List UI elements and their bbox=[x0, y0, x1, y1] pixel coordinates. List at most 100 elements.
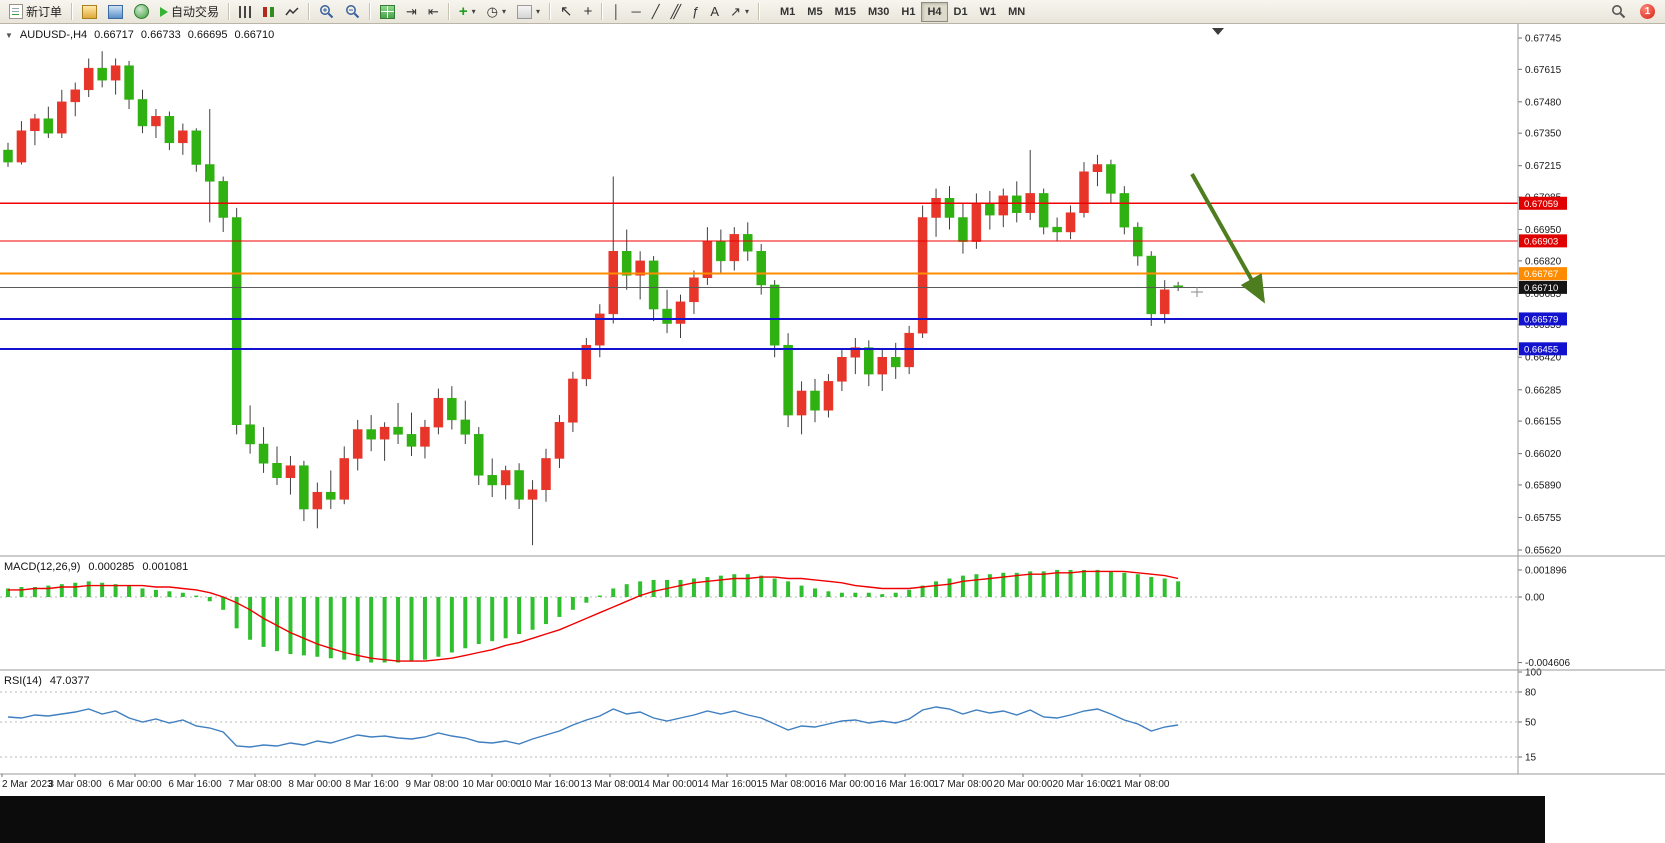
svg-text:15 Mar 08:00: 15 Mar 08:00 bbox=[757, 779, 816, 790]
svg-text:6 Mar 00:00: 6 Mar 00:00 bbox=[108, 779, 162, 790]
cursor-icon: ↖ bbox=[560, 3, 573, 20]
cursor-button[interactable]: ↖ bbox=[555, 0, 578, 24]
chevron-down-icon: ▾ bbox=[744, 7, 749, 16]
timeframe-h4-button[interactable]: H4 bbox=[921, 1, 948, 22]
svg-text:100: 100 bbox=[1525, 668, 1542, 679]
bar-chart-button[interactable] bbox=[234, 0, 257, 24]
svg-text:0.66420: 0.66420 bbox=[1525, 353, 1562, 364]
rsi-line bbox=[7, 706, 1179, 748]
search-icon bbox=[1612, 5, 1626, 19]
tile-windows-button[interactable] bbox=[375, 0, 400, 24]
chart-shift-marker[interactable] bbox=[1212, 28, 1224, 35]
indicators-button[interactable]: + ▾ bbox=[454, 0, 481, 24]
timeframe-m15-button[interactable]: M15 bbox=[834, 5, 856, 18]
candles-layer bbox=[3, 51, 1183, 546]
autotrading-label: 自动交易 bbox=[171, 5, 220, 19]
new-order-label: 新订单 bbox=[26, 5, 63, 19]
svg-text:2 Mar 2023: 2 Mar 2023 bbox=[2, 779, 53, 790]
timeframe-d1-button[interactable]: D1 bbox=[953, 5, 968, 18]
candlestick-chart-icon bbox=[263, 6, 268, 17]
periods-button[interactable]: ◷ ▾ bbox=[482, 0, 511, 24]
zoom-in-icon bbox=[320, 5, 334, 19]
bar-chart-icon bbox=[239, 5, 253, 18]
horizontal-line-button[interactable]: ─ bbox=[626, 0, 645, 24]
toolbar-separator bbox=[369, 3, 372, 20]
macd-signal-line bbox=[8, 570, 1179, 662]
templates-button[interactable]: ▾ bbox=[512, 0, 545, 24]
zoom-out-button[interactable] bbox=[340, 0, 365, 24]
new-order-button[interactable]: 新订单 bbox=[4, 0, 67, 24]
notification-badge[interactable]: 1 bbox=[1640, 4, 1655, 19]
timeframe-m5-button[interactable]: M5 bbox=[807, 5, 823, 18]
svg-text:16 Mar 00:00: 16 Mar 00:00 bbox=[816, 779, 875, 790]
timeframe-m1-button[interactable]: M1 bbox=[780, 5, 796, 18]
svg-text:0.66455: 0.66455 bbox=[1524, 344, 1558, 355]
autotrading-play-icon bbox=[160, 6, 169, 17]
horizontal-scrollbar[interactable] bbox=[0, 796, 1545, 843]
svg-text:-0.004606: -0.004606 bbox=[1525, 658, 1570, 669]
trend-arrow-annotation[interactable] bbox=[1190, 173, 1265, 304]
search-button[interactable] bbox=[1606, 0, 1631, 24]
toolbar-separator bbox=[758, 3, 760, 20]
toolbar-separator bbox=[447, 3, 450, 20]
timeframe-mn-button[interactable]: MN bbox=[1008, 5, 1026, 18]
svg-text:80: 80 bbox=[1525, 688, 1537, 699]
candlestick-chart-button[interactable] bbox=[258, 0, 279, 24]
vertical-line-icon: │ bbox=[612, 4, 621, 19]
crosshair-icon: + bbox=[583, 3, 593, 20]
line-chart-button[interactable] bbox=[280, 0, 304, 24]
svg-text:0.66767: 0.66767 bbox=[1524, 269, 1558, 280]
indicators-icon: + bbox=[458, 3, 468, 20]
vertical-line-button[interactable]: │ bbox=[607, 0, 625, 24]
one-click-collapse-icon[interactable]: ▼ bbox=[5, 30, 13, 40]
chart-canvas[interactable]: 0.67745 0.67615 0.67480 0.67350 0.67215 0.670… bbox=[0, 24, 1665, 843]
chart-shift-button[interactable]: ⇤ bbox=[423, 0, 444, 24]
svg-text:0.66820: 0.66820 bbox=[1525, 256, 1562, 267]
timeframe-h1-button[interactable]: H1 bbox=[901, 5, 916, 18]
chart-background bbox=[0, 24, 1665, 843]
auto-scroll-button[interactable]: ⇥ bbox=[401, 0, 422, 24]
price-badge-0.66903: 0.66903 bbox=[1519, 234, 1567, 248]
market-watch-button[interactable] bbox=[77, 0, 102, 24]
periods-clock-icon: ◷ bbox=[486, 4, 498, 19]
svg-text:0.67480: 0.67480 bbox=[1525, 97, 1562, 108]
svg-text:0.65755: 0.65755 bbox=[1525, 513, 1562, 524]
svg-text:0.67059: 0.67059 bbox=[1524, 199, 1558, 210]
chevron-down-icon: ▾ bbox=[535, 7, 540, 16]
equidistant-channel-icon: ╱╱ bbox=[670, 4, 682, 19]
svg-text:0.66950: 0.66950 bbox=[1525, 225, 1562, 236]
fibonacci-button[interactable]: ƒ bbox=[687, 0, 704, 24]
svg-text:10 Mar 16:00: 10 Mar 16:00 bbox=[521, 779, 580, 790]
arrows-tool-icon: ↗ bbox=[730, 4, 741, 19]
chevron-down-icon: ▾ bbox=[471, 7, 476, 16]
svg-text:17 Mar 08:00: 17 Mar 08:00 bbox=[934, 779, 993, 790]
timeframe-m30-button[interactable]: M30 bbox=[867, 5, 890, 18]
crosshair-button[interactable]: + bbox=[579, 0, 598, 24]
arrows-button[interactable]: ↗ ▾ bbox=[725, 0, 754, 24]
price-badge-0.66710: 0.66710 bbox=[1519, 280, 1567, 294]
macd-histogram bbox=[6, 569, 1181, 663]
svg-text:21 Mar 08:00: 21 Mar 08:00 bbox=[1111, 779, 1170, 790]
svg-text:7 Mar 08:00: 7 Mar 08:00 bbox=[228, 779, 282, 790]
text-button[interactable]: A bbox=[705, 0, 724, 24]
svg-text:0.66685: 0.66685 bbox=[1525, 289, 1562, 300]
equidistant-channel-button[interactable]: ╱╱ bbox=[666, 0, 687, 24]
navigator-button[interactable] bbox=[129, 0, 154, 24]
svg-text:10 Mar 00:00: 10 Mar 00:00 bbox=[463, 779, 522, 790]
chart-window[interactable]: 0.67745 0.67615 0.67480 0.67350 0.67215 0.670… bbox=[0, 24, 1665, 843]
timeframe-w1-button[interactable]: W1 bbox=[979, 5, 997, 18]
svg-text:14 Mar 16:00: 14 Mar 16:00 bbox=[698, 779, 757, 790]
toolbar-separator bbox=[228, 3, 231, 20]
svg-text:16 Mar 16:00: 16 Mar 16:00 bbox=[876, 779, 935, 790]
svg-text:0.00: 0.00 bbox=[1525, 593, 1545, 604]
svg-text:8 Mar 00:00: 8 Mar 00:00 bbox=[288, 779, 342, 790]
data-window-button[interactable] bbox=[103, 0, 128, 24]
svg-text:8 Mar 16:00: 8 Mar 16:00 bbox=[345, 779, 399, 790]
autotrading-button[interactable]: 自动交易 bbox=[155, 0, 224, 24]
svg-text:0.66903: 0.66903 bbox=[1524, 236, 1558, 247]
svg-text:0.65890: 0.65890 bbox=[1525, 480, 1562, 491]
zoom-in-button[interactable] bbox=[314, 0, 339, 24]
trendline-button[interactable]: ╱ bbox=[647, 0, 665, 24]
horizontal-line-icon: ─ bbox=[631, 4, 641, 19]
